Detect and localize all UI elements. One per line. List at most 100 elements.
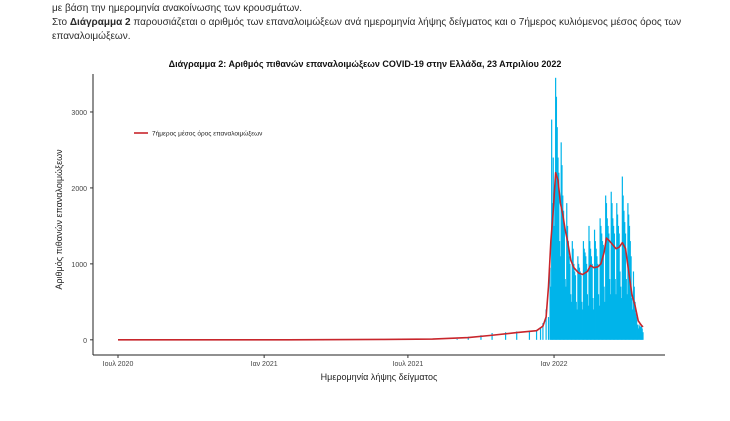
bar: [578, 267, 581, 340]
bar: [635, 313, 637, 340]
intro-line-2-prefix: Στο: [52, 17, 70, 28]
bar: [616, 203, 618, 340]
bar: [555, 96, 558, 340]
bar: [577, 256, 579, 340]
bar: [632, 309, 634, 340]
y-tick-label: 2000: [71, 186, 87, 193]
bar: [504, 332, 507, 340]
bar: [608, 233, 610, 340]
legend: 7ήμερος μέσος όρος επαναλοιμώξεων: [134, 130, 262, 138]
bar: [611, 203, 613, 340]
bar: [641, 328, 643, 340]
bar: [612, 218, 614, 340]
bar: [596, 256, 598, 340]
bar: [609, 294, 612, 340]
bar: [582, 241, 585, 340]
bar: [592, 298, 594, 340]
bar: [615, 294, 617, 340]
bar: [579, 271, 581, 340]
bars-layer: [456, 77, 644, 340]
bar: [616, 214, 619, 340]
bar: [555, 77, 557, 340]
bar: [586, 294, 588, 340]
legend-label: 7ήμερος μέσος όρος επαναλοιμώξεων: [152, 130, 262, 138]
bar: [567, 241, 569, 340]
bar: [542, 323, 544, 340]
bar: [597, 263, 599, 340]
bar: [597, 294, 600, 340]
bar: [593, 309, 595, 340]
bar: [572, 248, 574, 340]
bar: [595, 248, 597, 340]
bar: [610, 191, 612, 340]
bar: [587, 305, 589, 340]
bar: [573, 263, 575, 340]
bar: [622, 195, 624, 340]
x-tick-label: Ιαν 2021: [251, 361, 278, 368]
intro-line-1: με βάση την ημερομηνία ανακοίνωσης των κ…: [52, 3, 303, 14]
bar: [620, 298, 623, 340]
bar: [626, 294, 628, 340]
bar: [550, 286, 552, 340]
chart-title: Διάγραμμα 2: Αριθμός πιθανών επαναλοιμώξ…: [168, 59, 562, 69]
bar: [564, 279, 566, 340]
bar: [620, 286, 622, 340]
bar: [480, 335, 482, 340]
intro-line-3: επαναλοιμώξεων.: [52, 31, 131, 42]
bar: [639, 326, 641, 340]
intro-line-2-rest: παρουσιάζεται ο αριθμός των επαναλοιμώξε…: [130, 17, 682, 28]
x-axis-label: Ημερομηνία λήψης δείγματος: [321, 372, 438, 382]
bar: [582, 309, 584, 340]
bar: [640, 326, 642, 340]
bar: [623, 210, 625, 340]
bar: [583, 248, 585, 340]
bar: [456, 339, 458, 340]
bar: [556, 127, 558, 340]
bar: [642, 332, 644, 340]
bar: [562, 195, 564, 340]
bar: [549, 267, 551, 340]
bar: [528, 330, 531, 340]
bar: [589, 241, 591, 340]
bar: [621, 176, 623, 340]
bar: [601, 233, 603, 340]
bar: [566, 203, 568, 340]
bar: [640, 324, 643, 340]
bar: [609, 279, 611, 340]
moving-average-line: [118, 171, 644, 341]
bar: [607, 225, 609, 340]
bar: [588, 225, 590, 340]
bar: [566, 225, 569, 340]
bar: [547, 317, 550, 340]
bar: [604, 301, 606, 340]
bar: [633, 286, 635, 340]
bar: [618, 233, 620, 340]
bar: [606, 218, 608, 340]
bar: [554, 187, 556, 340]
bar: [624, 222, 626, 340]
bar: [601, 241, 604, 340]
y-tick-label: 1000: [71, 262, 87, 269]
y-axis-label: Αριθμός πιθανών επαναλοιμώξεων: [54, 149, 64, 290]
bar: [585, 256, 587, 340]
bar: [581, 301, 583, 340]
bar: [619, 271, 621, 340]
line-layer: [118, 171, 644, 341]
bar: [560, 142, 562, 340]
bar: [629, 241, 631, 340]
bar: [631, 298, 633, 340]
bar: [571, 241, 573, 340]
bar: [630, 256, 632, 340]
bar: [565, 286, 567, 340]
bar: [617, 225, 619, 340]
bar: [593, 229, 596, 340]
bar: [634, 301, 636, 340]
bar: [552, 157, 554, 340]
intro-line-2: Στο Διάγραμμα 2 παρουσιάζεται ο αριθμός …: [52, 16, 712, 30]
bar: [557, 157, 559, 340]
bar: [516, 331, 518, 340]
bar: [613, 225, 615, 340]
bar: [539, 327, 542, 340]
bar: [563, 225, 565, 340]
